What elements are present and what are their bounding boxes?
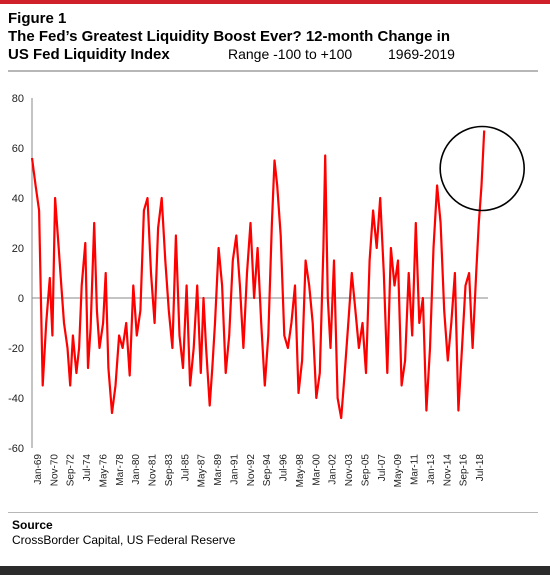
x-tick-label: Mar-00 xyxy=(311,454,322,486)
highlight-circle xyxy=(439,125,525,212)
x-tick-label: May-09 xyxy=(393,454,404,488)
bottom-bar xyxy=(0,566,550,575)
x-tick-label: Sep-16 xyxy=(459,454,470,487)
range-note: Range -100 to +100 xyxy=(228,46,353,62)
x-tick-label: Mar-89 xyxy=(213,454,224,486)
x-tick-label: Jan-91 xyxy=(229,454,240,485)
y-tick-label: -20 xyxy=(8,343,24,355)
x-tick-label: Jul-18 xyxy=(475,454,486,482)
source-heading: Source xyxy=(12,518,53,532)
x-tick-label: Nov-92 xyxy=(246,454,257,487)
x-tick-label: Jan-13 xyxy=(426,454,437,485)
y-tick-label: 40 xyxy=(12,193,24,205)
x-tick-label: May-98 xyxy=(295,454,306,488)
x-tick-label: Sep-05 xyxy=(360,454,371,487)
y-tick-label: 20 xyxy=(12,243,24,255)
x-tick-label: Nov-14 xyxy=(442,454,453,487)
x-tick-label: Nov-70 xyxy=(49,454,60,487)
x-tick-label: Jan-69 xyxy=(33,454,44,485)
y-tick-label: -60 xyxy=(8,443,24,455)
y-tick-label: 0 xyxy=(18,293,24,305)
years-note: 1969-2019 xyxy=(388,46,455,62)
y-tick-label: 60 xyxy=(12,143,24,155)
x-tick-label: Jul-74 xyxy=(82,454,93,482)
x-tick-label: Mar-78 xyxy=(115,454,126,486)
x-tick-label: Sep-83 xyxy=(164,454,175,487)
chart-title-line1: The Fed’s Greatest Liquidity Boost Ever?… xyxy=(8,28,451,45)
x-tick-label: Jul-96 xyxy=(279,454,290,482)
header-divider xyxy=(8,70,538,72)
x-tick-label: Jan-80 xyxy=(131,454,142,485)
x-tick-label: Nov-81 xyxy=(148,454,159,487)
x-tick-label: Nov-03 xyxy=(344,454,355,487)
top-accent-bar xyxy=(0,0,550,4)
x-tick-label: Sep-94 xyxy=(262,454,273,487)
liquidity-chart: 80 60 40 20 0 -20 -40 -60 Jan-69 Nov-70 Sep-72 Jul… xyxy=(8,93,525,488)
source-text: CrossBorder Capital, US Federal Reserve xyxy=(12,533,236,547)
y-tick-label: -40 xyxy=(8,393,24,405)
series-line-liquidity-change xyxy=(30,130,486,420)
chart-title-line2: US Fed Liquidity Index xyxy=(8,46,170,63)
x-tick-label: Jul-07 xyxy=(377,454,388,482)
x-tick-label: Jan-02 xyxy=(328,454,339,485)
footer-divider xyxy=(8,512,538,513)
x-tick-label: Sep-72 xyxy=(66,454,77,487)
x-tick-label: May-76 xyxy=(98,454,109,488)
figure-label: Figure 1 xyxy=(8,10,67,27)
x-tick-label: May-87 xyxy=(197,454,208,488)
x-tick-label: Jul-85 xyxy=(180,454,191,482)
x-tick-label: Mar-11 xyxy=(410,454,421,485)
y-tick-label: 80 xyxy=(12,93,24,105)
